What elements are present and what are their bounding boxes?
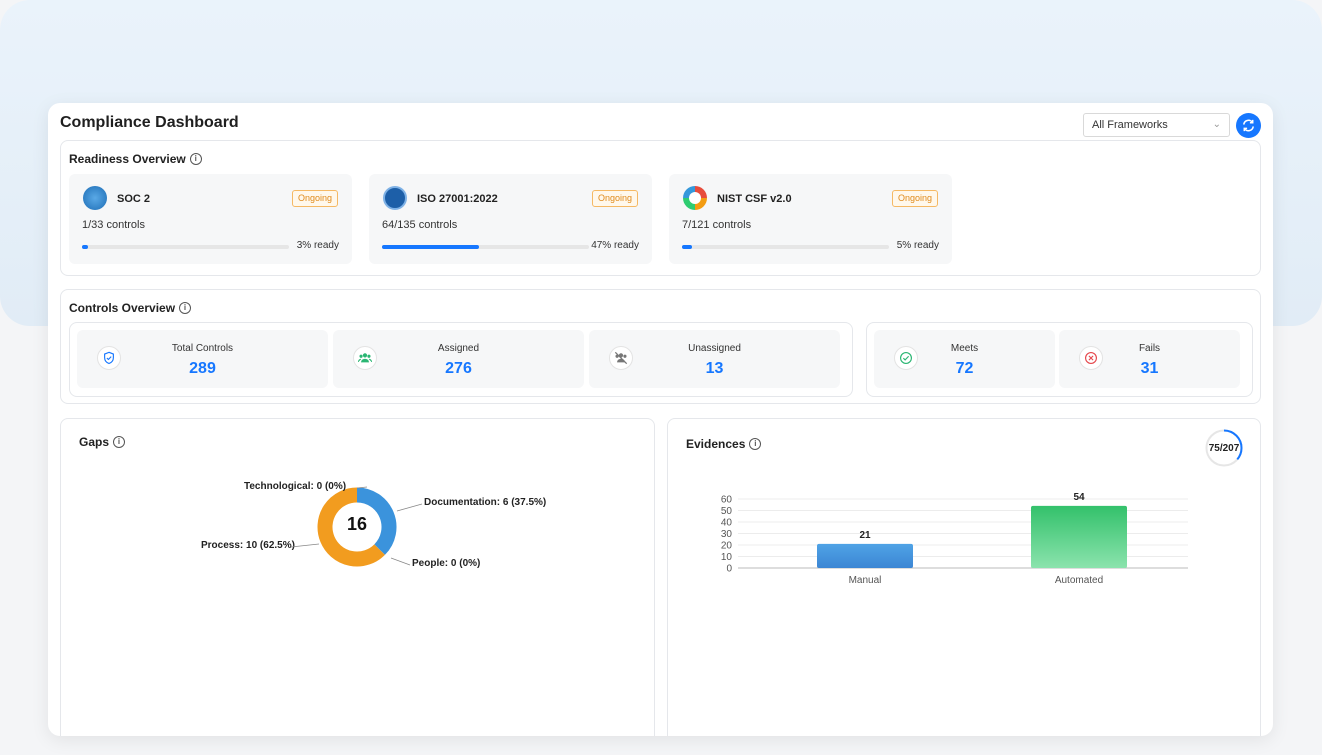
page-title: Compliance Dashboard (60, 114, 239, 131)
stat-assigned[interactable]: Assigned 276 (333, 330, 584, 388)
ready-percent: 3% ready (296, 240, 339, 251)
stat-label: Meets (950, 343, 979, 354)
users-slash-icon (609, 346, 633, 370)
evidences-title: Evidences i (686, 437, 762, 451)
controls-assignment-group: Total Controls 289 Assigned 276 Unassign… (69, 322, 853, 397)
status-badge: Ongoing (591, 190, 638, 207)
stat-label: Unassigned (688, 343, 741, 354)
framework-name: ISO 27001:2022 (417, 193, 498, 205)
controls-overview-section: Controls Overview i Total Controls 289 A… (60, 289, 1261, 404)
progress-fill (82, 245, 89, 249)
gaps-total: 16 (346, 514, 368, 534)
gaps-title: Gaps i (79, 435, 126, 449)
evidences-progress-text: 75/207 (1208, 443, 1240, 454)
framework-select[interactable]: All Frameworks ⌄ (1083, 113, 1230, 137)
info-icon[interactable]: i (113, 436, 126, 448)
label-documentation: Documentation: 6 (37.5%) (424, 497, 547, 508)
ready-percent: 5% ready (896, 240, 939, 251)
status-badge: Ongoing (291, 190, 338, 207)
evidences-progress-ring (1205, 429, 1243, 467)
donut-slice-documentation[interactable] (356, 487, 397, 555)
stat-label: Fails (1138, 343, 1161, 354)
controls-overview-label: Controls Overview (69, 301, 176, 315)
readiness-overview-title: Readiness Overview i (69, 152, 202, 166)
bar-manual[interactable] (817, 543, 913, 568)
iso-logo (383, 186, 407, 210)
progress-bar (382, 245, 589, 249)
stat-total-controls[interactable]: Total Controls 289 (77, 330, 328, 388)
framework-name: NIST CSF v2.0 (717, 193, 792, 205)
check-circle-icon (894, 346, 918, 370)
x-tick-label: Manual (849, 575, 882, 586)
users-icon (353, 346, 377, 370)
evidences-label: Evidences (686, 437, 746, 451)
y-tick-label: 20 (721, 541, 733, 552)
gaps-leader-lines (290, 486, 423, 566)
gaps-label: Gaps (79, 435, 110, 449)
stat-value: 13 (705, 360, 724, 377)
stat-label: Total Controls (171, 343, 234, 354)
progress-fill (382, 245, 480, 249)
gaps-section: Gaps i 16 Technological: 0 (0%) Document… (60, 418, 655, 736)
progress-bar (682, 245, 889, 249)
y-tick-label: 60 (721, 495, 733, 506)
evidences-section: Evidences i 75/207 0 10 20 30 40 50 60 21 Manual… (667, 418, 1261, 736)
framework-card-soc2[interactable]: SOC 2 Ongoing 1/33 controls 3% ready (69, 174, 352, 264)
y-tick-label: 30 (721, 529, 733, 540)
stat-value: 276 (445, 360, 472, 377)
refresh-button[interactable] (1236, 113, 1261, 138)
framework-card-nist[interactable]: NIST CSF v2.0 Ongoing 7/121 controls 5% … (669, 174, 952, 264)
framework-name: SOC 2 (117, 193, 151, 205)
donut-slice-process[interactable] (317, 487, 385, 567)
framework-card-iso[interactable]: ISO 27001:2022 Ongoing 64/135 controls 4… (369, 174, 652, 264)
y-tick-label: 50 (721, 506, 733, 517)
stat-fails[interactable]: Fails 31 (1059, 330, 1240, 388)
refresh-icon (1243, 119, 1254, 132)
stat-value: 72 (955, 360, 974, 377)
bar-data-label: 54 (1073, 492, 1085, 503)
bar-automated[interactable] (1031, 505, 1127, 568)
info-icon[interactable]: i (179, 302, 192, 314)
info-icon[interactable]: i (189, 153, 202, 165)
gaps-donut-chart[interactable] (315, 485, 399, 569)
stat-meets[interactable]: Meets 72 (874, 330, 1055, 388)
stat-value: 289 (189, 360, 216, 377)
nist-logo (683, 186, 707, 210)
label-people: People: 0 (0%) (412, 558, 481, 569)
y-tick-label: 10 (721, 552, 733, 563)
controls-result-group: Meets 72 Fails 31 (866, 322, 1253, 397)
bar-data-label: 21 (859, 530, 871, 541)
readiness-overview-label: Readiness Overview (69, 152, 186, 166)
stat-label: Assigned (437, 343, 480, 354)
ready-percent: 47% ready (591, 240, 639, 251)
readiness-overview-section: Readiness Overview i SOC 2 Ongoing 1/33 … (60, 140, 1261, 276)
x-circle-icon (1079, 346, 1103, 370)
label-process: Process: 10 (62.5%) (201, 540, 295, 551)
controls-overview-title: Controls Overview i (69, 301, 192, 315)
y-tick-label: 40 (721, 518, 733, 529)
stat-value: 31 (1140, 360, 1159, 377)
stat-unassigned[interactable]: Unassigned 13 (589, 330, 840, 388)
chevron-down-icon: ⌄ (1212, 119, 1221, 130)
soc2-logo (83, 186, 107, 210)
label-technological: Technological: 0 (0%) (244, 481, 347, 492)
progress-fill (682, 245, 693, 249)
framework-controls: 1/33 controls (82, 219, 145, 231)
dashboard-window: Compliance Dashboard All Frameworks ⌄ Re… (48, 103, 1273, 736)
info-icon[interactable]: i (749, 438, 762, 450)
progress-bar (82, 245, 289, 249)
framework-select-value: All Frameworks (1092, 119, 1168, 131)
framework-controls: 64/135 controls (382, 219, 458, 231)
status-badge: Ongoing (891, 190, 938, 207)
shield-icon (97, 346, 121, 370)
x-tick-label: Automated (1055, 575, 1103, 586)
y-tick-label: 0 (726, 564, 732, 575)
framework-controls: 7/121 controls (682, 219, 752, 231)
